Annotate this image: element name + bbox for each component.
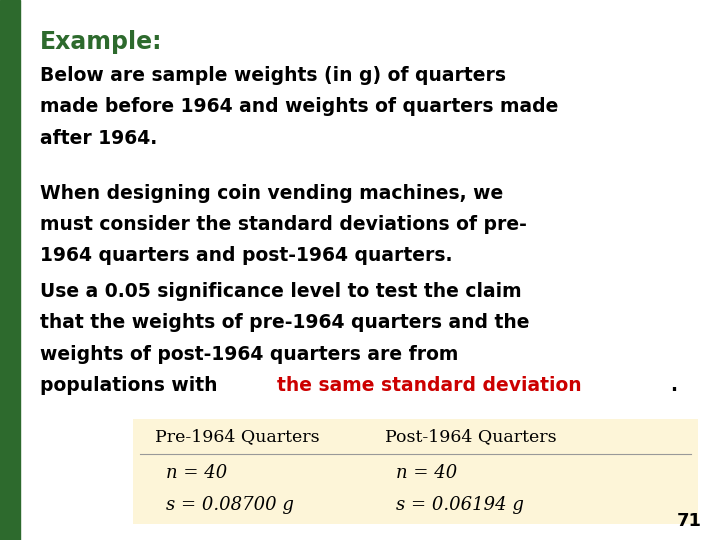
Text: n = 40: n = 40: [166, 464, 227, 482]
Text: 1964 quarters and post-1964 quarters.: 1964 quarters and post-1964 quarters.: [40, 246, 452, 265]
Text: populations with: populations with: [40, 376, 224, 395]
Bar: [0, 0, 20, 540]
Text: s = 0.08700 g: s = 0.08700 g: [166, 496, 294, 514]
Text: 71: 71: [677, 512, 702, 530]
Text: .: .: [670, 376, 677, 395]
Text: after 1964.: after 1964.: [40, 129, 157, 147]
Text: Use a 0.05 significance level to test the claim: Use a 0.05 significance level to test th…: [40, 282, 521, 301]
Text: made before 1964 and weights of quarters made: made before 1964 and weights of quarters…: [40, 97, 558, 116]
Text: Example:: Example:: [40, 30, 162, 53]
Text: s = 0.06194 g: s = 0.06194 g: [396, 496, 524, 514]
Text: must consider the standard deviations of pre-: must consider the standard deviations of…: [40, 215, 526, 234]
Text: weights of post-1964 quarters are from: weights of post-1964 quarters are from: [40, 345, 458, 363]
Text: the same standard deviation: the same standard deviation: [277, 376, 582, 395]
Text: that the weights of pre-1964 quarters and the: that the weights of pre-1964 quarters an…: [40, 313, 529, 332]
Text: Post-1964 Quarters: Post-1964 Quarters: [385, 428, 557, 445]
Text: n = 40: n = 40: [396, 464, 457, 482]
Text: Pre-1964 Quarters: Pre-1964 Quarters: [155, 428, 320, 445]
Text: When designing coin vending machines, we: When designing coin vending machines, we: [40, 184, 503, 202]
FancyBboxPatch shape: [133, 418, 698, 524]
Text: Below are sample weights (in g) of quarters: Below are sample weights (in g) of quart…: [40, 66, 505, 85]
